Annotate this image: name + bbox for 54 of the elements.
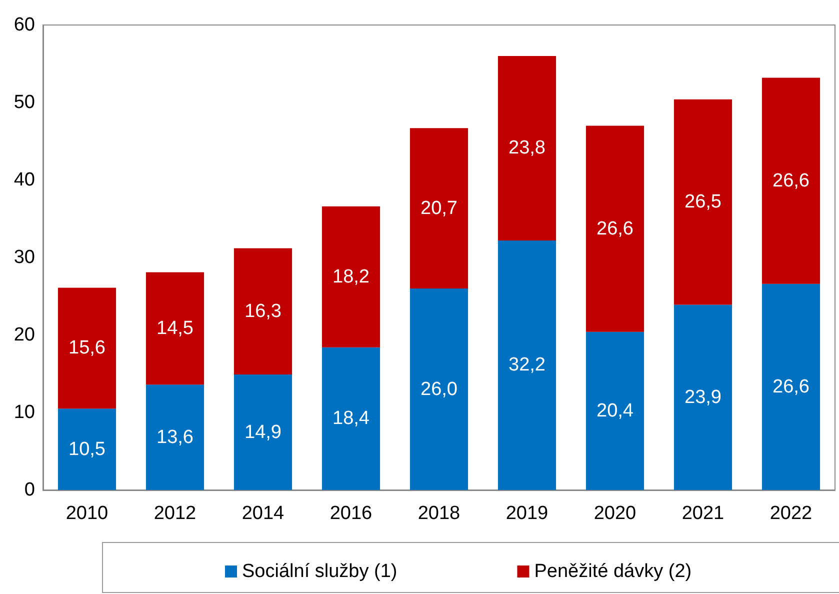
- bar: [58, 288, 116, 409]
- data-label: 20,7: [420, 198, 458, 219]
- data-label: 32,2: [508, 354, 546, 376]
- data-label: 26,6: [772, 170, 810, 192]
- bar: [410, 128, 468, 288]
- x-tick-label: 2019: [506, 503, 548, 524]
- bar: [322, 206, 380, 348]
- x-tick-label: 2018: [418, 503, 460, 524]
- data-label: 14,5: [156, 318, 194, 339]
- y-tick-label: 0: [24, 480, 35, 500]
- data-label: 23,8: [508, 138, 546, 159]
- bar: [234, 248, 292, 375]
- x-tick-label: 2010: [66, 503, 108, 524]
- x-tick-label: 2020: [594, 503, 636, 524]
- bar: [762, 284, 820, 490]
- bar: [674, 304, 732, 490]
- data-label: 26,6: [596, 218, 634, 240]
- legend-label: Sociální služby (1): [242, 561, 398, 582]
- legend-label: Peněžité dávky (2): [534, 561, 692, 582]
- x-tick-label: 2021: [682, 503, 724, 524]
- bar: [410, 288, 468, 490]
- data-label: 14,9: [244, 422, 282, 443]
- data-label: 26,5: [684, 192, 722, 213]
- x-tick-label: 2016: [330, 503, 372, 524]
- bar: [586, 126, 644, 332]
- x-tick-label: 2012: [154, 503, 196, 524]
- y-tick-label: 30: [14, 247, 35, 268]
- bar: [762, 78, 820, 284]
- data-label: 18,2: [332, 266, 370, 288]
- data-label: 20,4: [596, 400, 634, 422]
- y-tick-label: 60: [14, 14, 35, 36]
- data-label: 15,6: [68, 338, 106, 359]
- bar: [146, 272, 204, 385]
- bar: [674, 99, 732, 305]
- data-label: 10,5: [68, 438, 106, 460]
- y-tick-label: 50: [14, 92, 35, 113]
- y-tick-label: 40: [14, 170, 35, 190]
- data-label: 18,4: [332, 408, 370, 430]
- y-tick-label: 10: [14, 402, 35, 423]
- bar: [498, 240, 556, 490]
- bar: [322, 347, 380, 490]
- data-label: 13,6: [156, 426, 194, 448]
- data-label: 26,0: [420, 378, 458, 400]
- x-tick-label: 2014: [242, 503, 285, 524]
- data-label: 23,9: [684, 386, 722, 408]
- data-label: 16,3: [244, 300, 282, 322]
- x-tick-label: 2022: [770, 503, 812, 524]
- bar: [586, 332, 644, 490]
- data-label: 26,6: [772, 376, 810, 398]
- bar: [58, 408, 116, 490]
- bar: [234, 374, 292, 490]
- bar: [146, 384, 204, 490]
- y-tick-label: 20: [14, 324, 35, 346]
- bar: [498, 56, 556, 240]
